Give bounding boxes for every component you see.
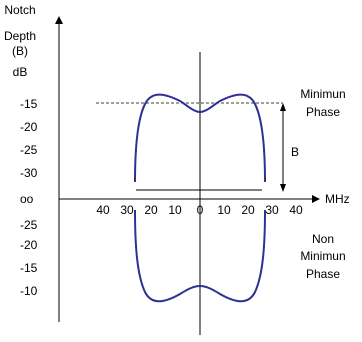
minimum-phase-label-line-2: Phase	[306, 105, 340, 119]
x-tick-left-10: 10	[168, 203, 182, 217]
x-tick-left-30: 30	[120, 203, 134, 217]
non-minimum-phase-label-line-3: Phase	[306, 267, 340, 281]
y-tick-upper-3: -25	[20, 143, 38, 157]
x-axis-unit: MHz	[325, 192, 350, 206]
y-tick-zero: oo	[20, 192, 34, 206]
depth-arrow-head-top	[280, 103, 286, 111]
y-tick-lower-1: -25	[20, 218, 38, 232]
x-tick-zero: 0	[197, 203, 204, 217]
x-tick-left-40: 40	[96, 203, 110, 217]
x-tick-left-20: 20	[144, 203, 158, 217]
minimum-phase-curve	[134, 93, 266, 183]
y-tick-lower-2: -20	[20, 238, 38, 252]
depth-arrow-head-bottom	[280, 184, 286, 192]
non-minimum-phase-label-line-1: Non	[312, 232, 334, 246]
y-tick-upper-1: -15	[20, 97, 38, 111]
x-tick-right-30: 30	[265, 203, 279, 217]
x-tick-right-20: 20	[241, 203, 255, 217]
minimum-phase-label-line-1: Minimun	[300, 87, 345, 101]
depth-marker-label: B	[291, 145, 299, 159]
non-minimum-phase-curve	[134, 209, 266, 303]
x-tick-right-40: 40	[289, 203, 303, 217]
non-minimum-phase-label-line-2: Minimun	[300, 249, 345, 263]
y-tick-lower-4: -10	[20, 284, 38, 298]
y-tick-lower-3: -15	[20, 261, 38, 275]
y-axis-title-line-3: (B)	[12, 44, 28, 58]
y-axis-title-line-4: dB	[13, 65, 28, 79]
y-axis-title-line-1: Notch	[4, 3, 35, 17]
x-tick-right-10: 10	[217, 203, 231, 217]
y-axis-title-line-2: Depth	[4, 29, 36, 43]
y-tick-upper-4: -30	[20, 166, 38, 180]
y-tick-upper-2: -20	[20, 120, 38, 134]
